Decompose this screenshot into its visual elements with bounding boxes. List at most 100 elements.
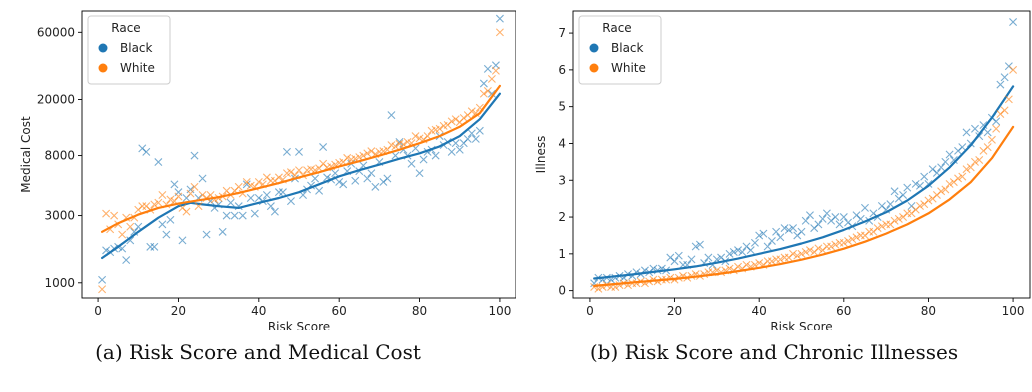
data-point — [154, 158, 163, 167]
data-point — [894, 214, 903, 223]
data-point — [226, 198, 235, 207]
data-point — [890, 187, 899, 196]
data-point — [319, 143, 328, 152]
data-point — [725, 249, 734, 258]
data-point — [844, 236, 853, 245]
data-point — [198, 174, 207, 183]
y-axis-label: Illness — [534, 136, 548, 174]
data-point — [729, 248, 738, 256]
x-tick-label: 0 — [94, 304, 102, 318]
data-point — [1000, 73, 1009, 82]
data-point — [979, 121, 988, 130]
data-point — [789, 249, 798, 258]
data-point — [363, 174, 372, 183]
y-tick-label: 6 — [558, 63, 566, 77]
data-point — [983, 128, 992, 137]
data-point — [110, 211, 119, 220]
y-tick-label: 4 — [558, 136, 566, 150]
data-point — [691, 242, 700, 251]
chart-panel-b: 0 20 40 60 80 100 0 1 2 3 4 5 6 7 Risk Score Illness Rac… — [516, 0, 1032, 392]
data-point — [387, 111, 396, 120]
data-point — [759, 229, 768, 238]
data-point — [814, 244, 823, 253]
x-tick-label: 40 — [752, 304, 767, 318]
data-point — [776, 255, 785, 264]
data-point — [142, 147, 151, 156]
data-point — [899, 190, 908, 199]
data-point — [987, 135, 996, 144]
data-point — [822, 242, 831, 251]
data-point — [835, 220, 844, 229]
data-point — [746, 246, 755, 255]
series-black — [98, 14, 504, 284]
chart-a: 0 20 40 60 80 100 1000 3000 8000 20000 60000 Risk S… — [19, 10, 517, 334]
data-point — [455, 145, 464, 154]
data-point — [274, 173, 283, 182]
data-point — [797, 249, 806, 258]
trend-line — [593, 125, 1015, 287]
trend-line — [100, 84, 501, 233]
data-point — [467, 107, 476, 116]
data-point — [886, 200, 895, 209]
data-point — [797, 227, 806, 236]
data-point — [475, 126, 484, 135]
data-point — [479, 79, 488, 88]
legend-title: Race — [602, 21, 631, 35]
trend-line — [100, 92, 501, 260]
data-point — [335, 177, 344, 186]
data-point — [230, 211, 239, 220]
data-point — [971, 124, 979, 133]
data-point — [860, 203, 869, 212]
data-point — [415, 169, 424, 178]
data-point — [158, 220, 167, 229]
x-tick-label: 100 — [1002, 304, 1025, 318]
data-point — [411, 132, 420, 141]
data-point — [479, 89, 488, 98]
data-point — [315, 186, 324, 195]
data-point — [282, 147, 291, 156]
data-point — [755, 231, 764, 240]
data-point — [266, 202, 275, 211]
data-point — [971, 157, 979, 166]
y-tick-label: 8000 — [44, 149, 75, 163]
data-point — [495, 28, 504, 37]
data-point — [903, 209, 912, 218]
data-point — [750, 238, 759, 247]
x-axis-label: Risk Score — [770, 320, 832, 330]
data-point — [407, 159, 416, 168]
data-point — [391, 151, 400, 160]
data-point — [487, 74, 496, 83]
legend-marker — [98, 43, 108, 53]
data-point — [962, 128, 971, 137]
data-point — [343, 153, 352, 162]
data-point — [102, 209, 111, 218]
data-point — [339, 180, 348, 189]
data-point — [495, 14, 504, 23]
y-tick-label: 1 — [558, 247, 566, 261]
data-point — [186, 185, 195, 194]
legend-marker — [589, 43, 599, 53]
data-point — [941, 157, 950, 166]
data-point — [202, 230, 211, 239]
data-point — [483, 86, 492, 95]
data-point — [234, 182, 243, 191]
data-point — [767, 236, 776, 245]
data-point — [687, 255, 696, 264]
data-point — [311, 174, 320, 183]
data-point — [367, 147, 376, 156]
data-point — [839, 238, 848, 247]
data-point — [992, 117, 1001, 126]
legend-label: White — [120, 61, 155, 75]
data-point — [1004, 95, 1013, 104]
x-tick-label: 80 — [921, 304, 936, 318]
data-point — [451, 139, 460, 148]
y-tick-label: 60000 — [37, 25, 75, 39]
data-point — [801, 216, 810, 225]
legend-label: Black — [611, 41, 644, 55]
data-point — [920, 172, 929, 181]
plot-frame — [572, 10, 1031, 299]
data-point — [945, 179, 954, 188]
data-point — [776, 233, 785, 242]
data-point — [295, 166, 303, 175]
data-point — [190, 151, 199, 160]
